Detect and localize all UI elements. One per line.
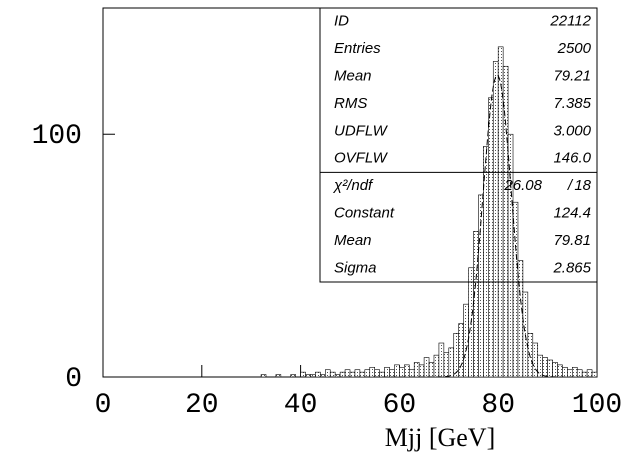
fit-param-label: Sigma: [334, 259, 377, 276]
histogram-bar: [384, 366, 390, 378]
histogram-bar: [433, 354, 440, 378]
ndf-value: 18: [574, 177, 591, 194]
histogram-bar: [300, 371, 306, 378]
fit-param-label: Constant: [334, 204, 395, 221]
histogram-bar: [374, 369, 380, 378]
fit-param-value: 79.81: [553, 232, 591, 249]
histogram-bar: [567, 369, 573, 378]
histogram-bar: [329, 371, 336, 378]
histogram-bar: [448, 347, 455, 378]
stats-value: 2500: [557, 40, 592, 57]
stats-value: 79.21: [553, 67, 591, 84]
stats-value: 7.385: [553, 95, 591, 112]
chi2-separator: /: [567, 177, 574, 194]
histogram-bar: [562, 366, 568, 378]
histogram-bar: [552, 362, 558, 378]
x-tick-label: 40: [284, 390, 318, 421]
fit-param-value: 124.4: [553, 204, 591, 221]
stats-label: UDFLW: [334, 122, 389, 139]
histogram-bar: [532, 342, 539, 378]
fit-param-label: Mean: [334, 232, 372, 249]
histogram-bar: [438, 342, 445, 378]
histogram-bar: [443, 352, 450, 378]
histogram-bar: [423, 357, 430, 378]
chi2-value: 26.08: [503, 177, 542, 194]
histogram-bar: [408, 369, 415, 378]
histogram-bar: [344, 369, 351, 378]
histogram-bar: [591, 371, 598, 378]
histogram-bar: [458, 323, 464, 378]
fit-param-value: 2.865: [552, 259, 591, 276]
x-axis-label: Mjj [GeV]: [385, 423, 495, 452]
stats-label: Mean: [334, 67, 372, 84]
histogram-bar: [537, 354, 543, 378]
y-tick-label: 0: [65, 364, 82, 395]
histogram-bar: [379, 371, 385, 378]
chi2-label: χ²/ndf: [332, 177, 374, 194]
histogram-bar: [542, 357, 548, 378]
histogram-bar: [389, 369, 395, 378]
histogram-bar: [399, 366, 405, 378]
histogram-bar: [359, 371, 366, 378]
histogram-bar: [349, 371, 356, 378]
histogram-bar: [418, 364, 425, 378]
histogram-bar: [557, 364, 563, 378]
stats-value: 3.000: [553, 122, 591, 139]
histogram-bar: [547, 359, 553, 378]
histogram-bar: [369, 366, 376, 378]
histogram-bar: [339, 371, 346, 378]
histogram-bar: [315, 371, 321, 378]
stats-value: 146.0: [553, 150, 591, 167]
histogram-bar: [324, 369, 331, 378]
stats-value: 22112: [549, 13, 591, 30]
stats-label: Entries: [334, 40, 381, 57]
histogram-bar: [586, 369, 593, 378]
fit-curve: [103, 74, 597, 378]
stats-label: ID: [334, 13, 349, 30]
x-tick-label: 100: [572, 390, 622, 421]
histogram-bar: [354, 369, 361, 378]
x-tick-label: 20: [185, 390, 219, 421]
stats-box: [319, 7, 598, 283]
x-tick-label: 60: [383, 390, 417, 421]
y-tick-label: 100: [32, 121, 82, 152]
histogram-bar: [260, 374, 267, 378]
histogram-bar: [571, 366, 578, 378]
stats-label: RMS: [334, 95, 367, 112]
x-tick-label: 0: [95, 390, 112, 421]
histogram-bar: [404, 364, 410, 378]
histogram-bar: [527, 333, 534, 378]
histogram-bar: [576, 369, 583, 378]
x-tick-label: 80: [481, 390, 515, 421]
histogram-bar: [413, 362, 420, 378]
stats-label: OVFLW: [334, 150, 389, 167]
histogram-bar: [364, 369, 371, 378]
histogram-bar: [581, 371, 588, 378]
histogram-bar: [394, 364, 400, 378]
histogram-bar: [428, 362, 435, 378]
